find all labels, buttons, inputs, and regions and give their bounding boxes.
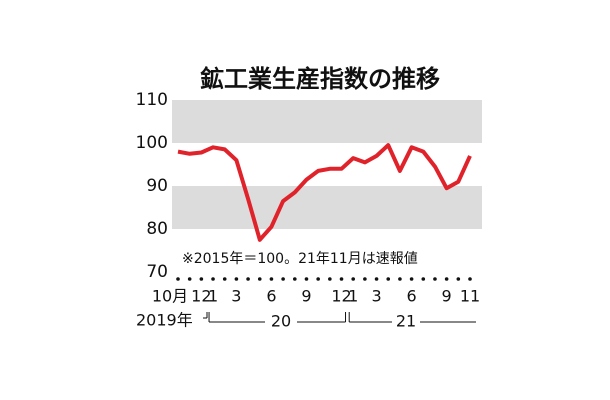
note: ※2015年＝100。21年11月は速報値 — [182, 251, 418, 267]
year-label: 21 — [396, 312, 416, 331]
month-dot — [176, 277, 180, 281]
month-dot — [328, 277, 332, 281]
month-dot — [211, 277, 215, 281]
month-dot — [444, 277, 449, 281]
month-dot — [398, 277, 402, 281]
y-tick-label: 110 — [136, 90, 168, 110]
x-tick-label: 3 — [231, 287, 241, 306]
month-dot — [468, 277, 472, 281]
month-dot — [269, 277, 274, 281]
month-dot — [351, 277, 356, 281]
x-tick-label: 12 — [191, 287, 211, 306]
x-tick-label: 11 — [460, 287, 480, 306]
shade-band — [172, 186, 482, 229]
year-label: 20 — [271, 312, 291, 331]
y-tick-label: 90 — [146, 176, 168, 196]
y-tick-label: 80 — [146, 219, 168, 239]
month-dot — [409, 277, 414, 281]
month-dot — [281, 277, 285, 281]
x-tick-label: 1 — [348, 287, 358, 306]
month-dot — [222, 277, 227, 281]
x-tick-label: 9 — [301, 287, 311, 306]
shade-band — [172, 100, 482, 143]
month-dot — [234, 277, 239, 281]
month-dot — [246, 277, 250, 281]
month-dot — [456, 277, 461, 281]
month-dot — [199, 277, 204, 281]
x-tick-label: 1 — [208, 287, 218, 306]
month-dot — [386, 277, 391, 281]
x-tick-label: 6 — [407, 287, 417, 306]
x-tick-label: 10月 — [152, 287, 188, 306]
y-tick-label: 100 — [136, 133, 168, 153]
y-tick-label: 70 — [146, 262, 168, 282]
month-dot — [316, 277, 320, 281]
month-dot — [293, 277, 297, 281]
month-dot — [421, 277, 426, 281]
data-line — [177, 143, 472, 242]
x-tick-label: 9 — [442, 287, 452, 306]
chart-title: 鉱工業生産指数の推移 — [200, 65, 440, 93]
x-tick-label: 6 — [266, 287, 276, 306]
month-dot — [339, 277, 344, 281]
month-dot — [257, 277, 262, 281]
month-dot — [304, 277, 309, 281]
month-dot — [374, 277, 379, 281]
x-tick-label: 12 — [331, 287, 351, 306]
year-label: 2019年 — [136, 311, 193, 330]
x-tick-label: 3 — [371, 287, 381, 306]
month-dot — [187, 277, 192, 281]
month-dot — [363, 277, 367, 281]
month-dot — [433, 277, 437, 281]
